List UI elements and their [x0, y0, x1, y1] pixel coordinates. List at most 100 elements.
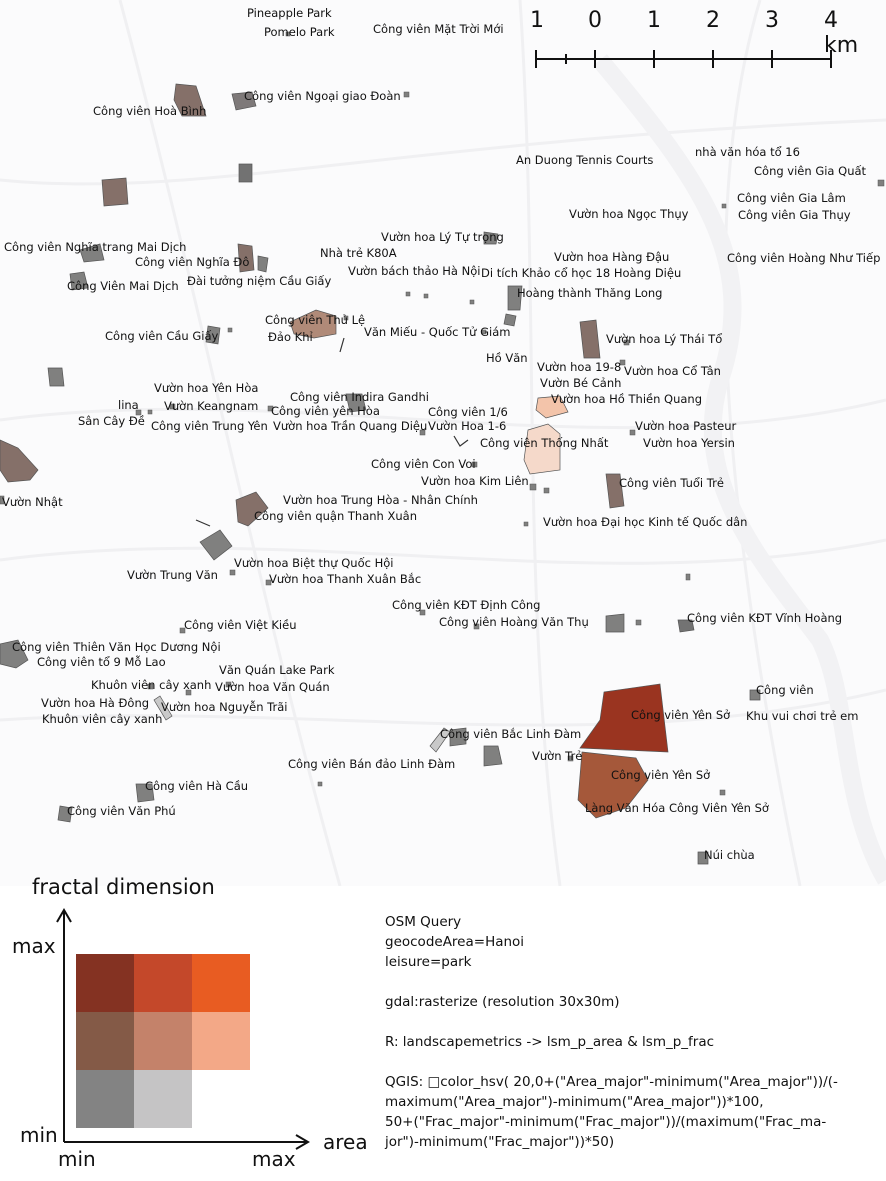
place-label[interactable]: Công viên Hà Cầu — [145, 779, 249, 793]
place-label[interactable]: Vườn Keangnam — [164, 399, 259, 413]
park-patch[interactable] — [605, 473, 625, 509]
place-label[interactable]: Nhà trẻ K80A — [320, 246, 397, 260]
place-label[interactable]: Vườn hoa Yên Hòa — [154, 381, 259, 395]
place-label[interactable]: Vườn hoa Văn Quán — [215, 680, 330, 694]
place-label[interactable]: Công viên quận Thanh Xuân — [254, 509, 418, 523]
place-label[interactable]: Văn Miếu - Quốc Tử Giám — [364, 325, 511, 339]
place-label[interactable]: Công viên Văn Phú — [67, 804, 176, 818]
place-label[interactable]: Công viên Indira Gandhi — [290, 390, 429, 404]
park-patch[interactable] — [57, 805, 73, 823]
place-label[interactable]: Công viên Nghĩa Đô — [135, 255, 250, 269]
place-label[interactable]: Đài tưởng niệm Cầu Giấy — [187, 274, 332, 288]
place-label[interactable]: Vườn hoa Trung Hòa - Nhân Chính — [283, 493, 478, 507]
place-label[interactable]: Công viên Mặt Trời Mới — [373, 22, 504, 36]
place-label[interactable]: Khuôn viên cây xanh — [42, 712, 163, 726]
place-label[interactable]: nhà văn hóa tổ 16 — [695, 145, 800, 159]
park-patch[interactable] — [579, 683, 669, 753]
place-label[interactable]: Công viên Yên Sở — [611, 768, 711, 782]
park-patch[interactable] — [135, 783, 155, 803]
park-patch[interactable] — [579, 319, 601, 359]
place-label[interactable]: Công viên Việt Kiều — [184, 618, 297, 632]
park-patch[interactable] — [47, 367, 65, 387]
park-patch[interactable] — [697, 851, 709, 865]
park-patch[interactable] — [199, 529, 233, 561]
place-label[interactable]: Công viên Thống Nhất — [480, 436, 609, 450]
place-label[interactable]: Công viên Gia Thụy — [738, 208, 851, 222]
place-label[interactable]: Vườn hoa Yersin — [643, 436, 735, 450]
place-label[interactable]: Công viên Gia Quất — [754, 164, 867, 178]
place-label[interactable]: Công viên Bán đảo Linh Đàm — [288, 757, 456, 771]
place-label[interactable]: Khu vui chơi trẻ em — [746, 709, 859, 723]
park-patch[interactable] — [257, 255, 269, 273]
place-label[interactable]: Vườn hoa Biệt thự Quốc Hội — [234, 556, 394, 570]
place-label[interactable]: Công viên Gia Lâm — [737, 191, 846, 205]
place-label[interactable]: Công viên Nghĩa trang Mai Dịch — [4, 240, 187, 254]
place-label[interactable]: Khuôn viên cây xanh — [91, 678, 212, 692]
place-label[interactable]: Văn Quán Lake Park — [219, 663, 335, 677]
place-label[interactable]: Vườn hoa Ngọc Thụy — [569, 207, 689, 221]
place-label[interactable]: Pomelo Park — [264, 25, 335, 39]
place-label[interactable]: Đảo Khỉ — [268, 330, 313, 344]
place-label[interactable]: Vườn hoa Nguyễn Trãi — [161, 700, 288, 714]
park-patch[interactable] — [503, 313, 517, 327]
place-label[interactable]: Vườn hoa Hồ Thiền Quang — [551, 392, 703, 406]
place-label[interactable]: Vườn hoa Thanh Xuân Bắc — [269, 572, 422, 586]
park-patch[interactable] — [101, 177, 129, 207]
place-label[interactable]: Công viên KĐT Vĩnh Hoàng — [687, 611, 843, 625]
place-label[interactable]: Núi chùa — [704, 848, 755, 862]
place-label[interactable]: Vườn Bé Cảnh — [540, 376, 622, 390]
park-patch[interactable] — [235, 491, 269, 527]
place-label[interactable]: Di tích Khảo cổ học 18 Hoàng Diệu — [481, 266, 682, 280]
place-label[interactable]: Công viên yên Hòa — [271, 404, 380, 418]
park-patch[interactable] — [79, 243, 105, 263]
park-patch[interactable] — [449, 727, 467, 747]
park-patch[interactable] — [0, 439, 39, 483]
place-label[interactable]: Công viên Hoàng Như Tiếp — [727, 251, 881, 265]
park-patch[interactable] — [345, 393, 367, 413]
place-label[interactable]: Vườn hoa 19-8 — [537, 360, 622, 374]
place-label[interactable]: Công viên — [756, 683, 814, 697]
place-label[interactable]: Vườn hoa Hàng Đậu — [554, 250, 670, 264]
place-label[interactable]: Công viên Trung Yên — [151, 419, 268, 433]
park-patch[interactable] — [605, 613, 625, 633]
place-label[interactable]: Làng Văn Hóa Công Viên Yên Sở — [585, 801, 769, 815]
place-label[interactable]: Công viên Ngoại giao Đoàn — [244, 89, 401, 103]
park-patch[interactable] — [0, 639, 29, 669]
park-patch[interactable] — [237, 243, 255, 273]
park-patch[interactable] — [677, 619, 695, 633]
place-label[interactable]: Công Viên Mai Dịch — [67, 279, 179, 293]
park-patch[interactable] — [535, 395, 569, 419]
place-label[interactable]: Công viên Cầu Giấy — [105, 329, 219, 343]
park-patch[interactable] — [749, 689, 761, 701]
place-label[interactable]: Công viên Thủ Lệ — [265, 313, 366, 327]
park-patch[interactable] — [173, 83, 207, 117]
park-patch[interactable] — [483, 231, 499, 245]
park-patch[interactable] — [231, 91, 257, 111]
place-label[interactable]: Công viên Tuổi Trẻ — [619, 476, 724, 490]
place-label[interactable]: Hồ Văn — [486, 351, 528, 365]
place-label[interactable]: Công viên Con Voi — [371, 457, 476, 471]
place-label[interactable]: Công viên Yên Sở — [631, 708, 731, 722]
park-patch[interactable] — [483, 745, 503, 767]
place-label[interactable]: lina — [118, 398, 139, 412]
place-label[interactable]: Vườn Nhật — [2, 495, 63, 509]
place-label[interactable]: Vườn hoa Trần Quang Diệu — [273, 419, 428, 433]
place-label[interactable]: Vườn hoa Kim Liên — [421, 474, 529, 488]
place-label[interactable]: Công viên 1/6 — [428, 405, 508, 419]
place-label[interactable]: Vườn Trẻ — [532, 749, 583, 763]
place-label[interactable]: Vườn hoa Cổ Tân — [624, 364, 721, 378]
place-label[interactable]: Vườn hoa Đại học Kinh tế Quốc dân — [543, 515, 748, 529]
place-label[interactable]: Công viên tổ 9 Mỗ Lao — [37, 655, 166, 669]
place-label[interactable]: An Duong Tennis Courts — [516, 153, 654, 167]
place-label[interactable]: Công viên Hoàng Văn Thụ — [439, 615, 589, 629]
place-label[interactable]: Công viên KĐT Định Công — [392, 598, 541, 612]
park-map[interactable]: Pineapple Park Pomelo Park Công viên Mặt… — [0, 0, 886, 886]
place-label[interactable]: Vườn hoa Lý Thái Tổ — [606, 332, 723, 346]
park-patch[interactable] — [238, 163, 253, 183]
park-patch[interactable] — [289, 309, 337, 339]
place-label[interactable]: Vườn hoa Hà Đông — [41, 696, 150, 710]
place-label[interactable]: Vườn hoa Pasteur — [635, 419, 737, 433]
place-label[interactable]: Vườn Hoa 1-6 — [428, 419, 507, 433]
place-label[interactable]: Sân Cây Đề — [78, 414, 145, 428]
park-patch[interactable] — [153, 695, 173, 721]
